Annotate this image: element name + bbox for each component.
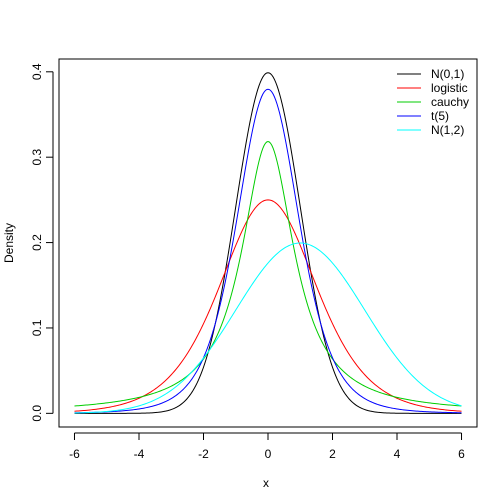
y-tick-label: 0.2: [30, 234, 44, 251]
series-line-0: [74, 72, 462, 414]
x-tick-label: 4: [394, 447, 401, 461]
legend-label: t(5): [431, 109, 449, 123]
y-tick-label: 0.4: [30, 63, 44, 80]
y-tick-label: 0.0: [30, 405, 44, 422]
density-curves: [74, 72, 462, 414]
legend-label: logistic: [431, 81, 468, 95]
x-tick-label: -2: [198, 447, 209, 461]
series-line-3: [74, 88, 462, 414]
x-tick-label: 2: [329, 447, 336, 461]
legend-label: N(1,2): [431, 123, 464, 137]
y-axis-title: Density: [2, 223, 16, 263]
x-axis-title: x: [263, 476, 269, 490]
y-tick-label: 0.3: [30, 149, 44, 166]
series-line-4: [74, 242, 462, 414]
x-tick-label: 0: [265, 447, 272, 461]
legend-label: cauchy: [431, 95, 469, 109]
plot-box: [58, 58, 478, 428]
x-tick-label: 6: [458, 447, 465, 461]
series-line-1: [74, 199, 462, 412]
series-line-2: [74, 141, 462, 407]
y-tick-label: 0.1: [30, 319, 44, 336]
x-tick-label: -4: [134, 447, 145, 461]
x-axis: -6 -4 -2 0 2 4 6: [69, 432, 465, 461]
legend-label: N(0,1): [431, 67, 464, 81]
y-axis: 0.0 0.1 0.2 0.3 0.4: [30, 63, 54, 422]
x-tick-label: -6: [69, 447, 80, 461]
